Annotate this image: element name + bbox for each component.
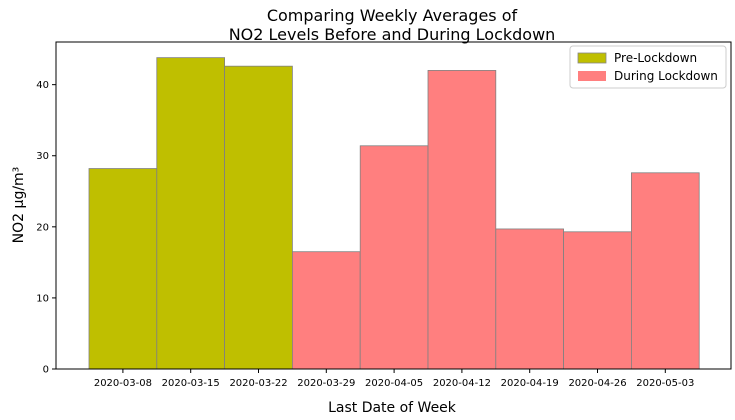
- bar-2020-03-08: [89, 169, 157, 369]
- y-axis-ticks: 0 10 20 30 40: [36, 80, 56, 375]
- x-axis-label: Last Date of Week: [328, 400, 457, 416]
- bar-2020-03-15: [157, 58, 225, 369]
- bar-2020-04-05: [360, 146, 428, 369]
- chart-title-line1: Comparing Weekly Averages of: [267, 6, 518, 25]
- bar-2020-03-22: [225, 66, 293, 369]
- legend-swatch-during-lockdown: [578, 71, 606, 81]
- y-tick-label: 20: [36, 222, 49, 233]
- x-tick-label: 2020-03-22: [229, 378, 287, 389]
- bars-group: [89, 58, 699, 369]
- bar-2020-03-29: [292, 252, 360, 369]
- x-tick-label: 2020-03-08: [94, 378, 152, 389]
- y-tick-label: 10: [36, 293, 49, 304]
- bar-2020-05-03: [631, 173, 699, 369]
- y-tick-label: 0: [43, 365, 49, 376]
- x-tick-label: 2020-04-12: [433, 378, 491, 389]
- chart-title-line2: NO2 Levels Before and During Lockdown: [229, 25, 556, 44]
- y-tick-label: 40: [36, 80, 49, 91]
- bar-2020-04-26: [564, 232, 632, 369]
- x-tick-label: 2020-04-19: [501, 378, 559, 389]
- x-axis-ticks: 2020-03-08 2020-03-15 2020-03-22 2020-03-29…: [94, 369, 695, 389]
- legend-swatch-pre-lockdown: [578, 53, 606, 63]
- y-tick-label: 30: [36, 151, 49, 162]
- x-tick-label: 2020-03-29: [297, 378, 355, 389]
- bar-2020-04-19: [496, 229, 564, 369]
- legend-label-during-lockdown: During Lockdown: [614, 69, 718, 83]
- x-tick-label: 2020-04-26: [568, 378, 626, 389]
- x-tick-label: 2020-05-03: [636, 378, 694, 389]
- x-tick-label: 2020-04-05: [365, 378, 423, 389]
- x-tick-label: 2020-03-15: [162, 378, 220, 389]
- bar-2020-04-12: [428, 70, 496, 369]
- y-axis-label: NO2 µg/m³: [11, 167, 27, 244]
- legend-label-pre-lockdown: Pre-Lockdown: [614, 51, 697, 65]
- legend: Pre-Lockdown During Lockdown: [570, 46, 726, 88]
